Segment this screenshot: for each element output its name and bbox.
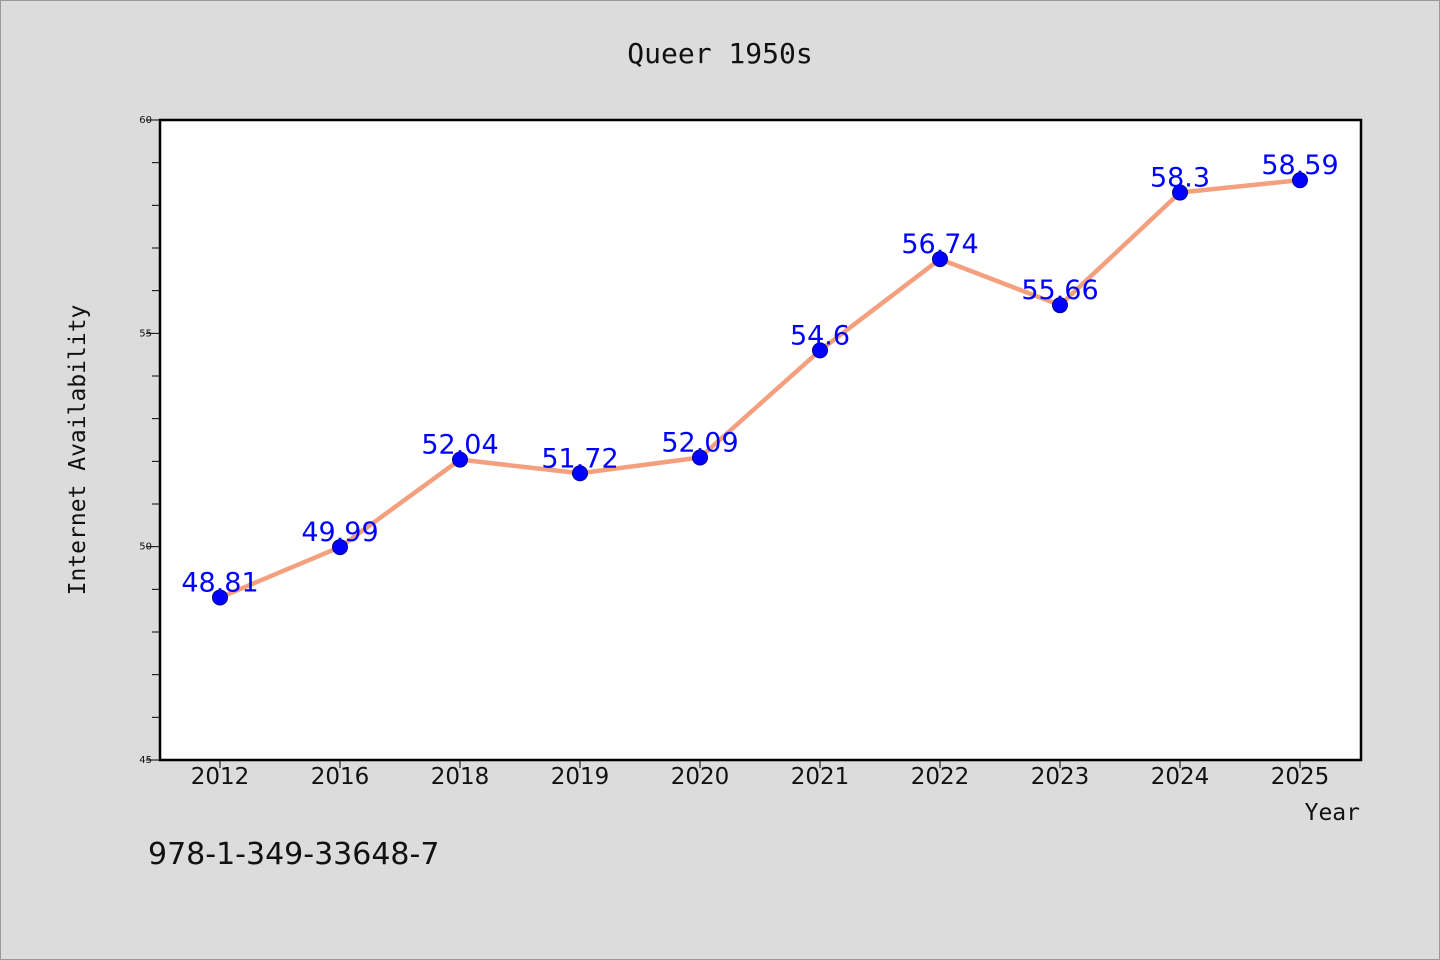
y-tick-label: 45	[139, 755, 152, 766]
data-point	[1052, 297, 1068, 314]
x-tick-label: 2016	[311, 764, 370, 790]
x-axis: 2012 2016 2018 2019 2020 2021 2022 2023 2024 2025	[191, 760, 1330, 790]
data-point	[932, 251, 948, 268]
data-point	[212, 589, 228, 606]
y-axis-label: Internet Availability	[65, 305, 91, 596]
isbn-text: 978-1-349-33648-7	[148, 837, 439, 872]
y-tick-label: 55	[139, 328, 152, 339]
x-tick-label: 2024	[1151, 764, 1210, 790]
x-axis-label: Year	[1305, 800, 1360, 826]
data-point	[1292, 172, 1308, 189]
data-point	[692, 449, 708, 466]
data-point	[332, 539, 348, 556]
data-label: 52.04	[421, 430, 498, 461]
x-tick-label: 2012	[191, 764, 250, 790]
y-tick-label: 50	[139, 542, 152, 553]
x-tick-label: 2020	[671, 764, 730, 790]
chart-title: Queer 1950s	[627, 37, 812, 70]
data-point	[1172, 184, 1188, 201]
plot-area	[158, 118, 1363, 762]
data-label: 48.81	[181, 567, 258, 598]
data-label: 49.99	[301, 517, 378, 548]
x-tick-label: 2025	[1271, 764, 1330, 790]
data-label: 55.66	[1021, 275, 1098, 306]
x-tick-label: 2018	[431, 764, 490, 790]
data-label: 58.3	[1150, 163, 1210, 194]
data-label: 51.72	[541, 443, 618, 474]
data-label: 56.74	[901, 229, 978, 260]
x-tick-label: 2019	[551, 764, 610, 790]
data-point	[572, 465, 588, 482]
data-point	[812, 342, 828, 359]
x-tick-label: 2021	[791, 764, 850, 790]
data-series: 48.81 49.99 52.04 51.72 52.09 54.6 56.74 55.66 5…	[181, 150, 1339, 606]
x-tick-label: 2023	[1031, 764, 1090, 790]
series-line	[219, 177, 1301, 600]
data-label: 54.6	[790, 320, 850, 351]
data-point	[452, 451, 468, 468]
data-label: 58.59	[1261, 150, 1338, 181]
data-label: 52.09	[661, 427, 738, 458]
y-axis: 45 50 55 60	[139, 115, 160, 766]
x-tick-label: 2022	[911, 764, 970, 790]
y-tick-label: 60	[139, 115, 152, 126]
